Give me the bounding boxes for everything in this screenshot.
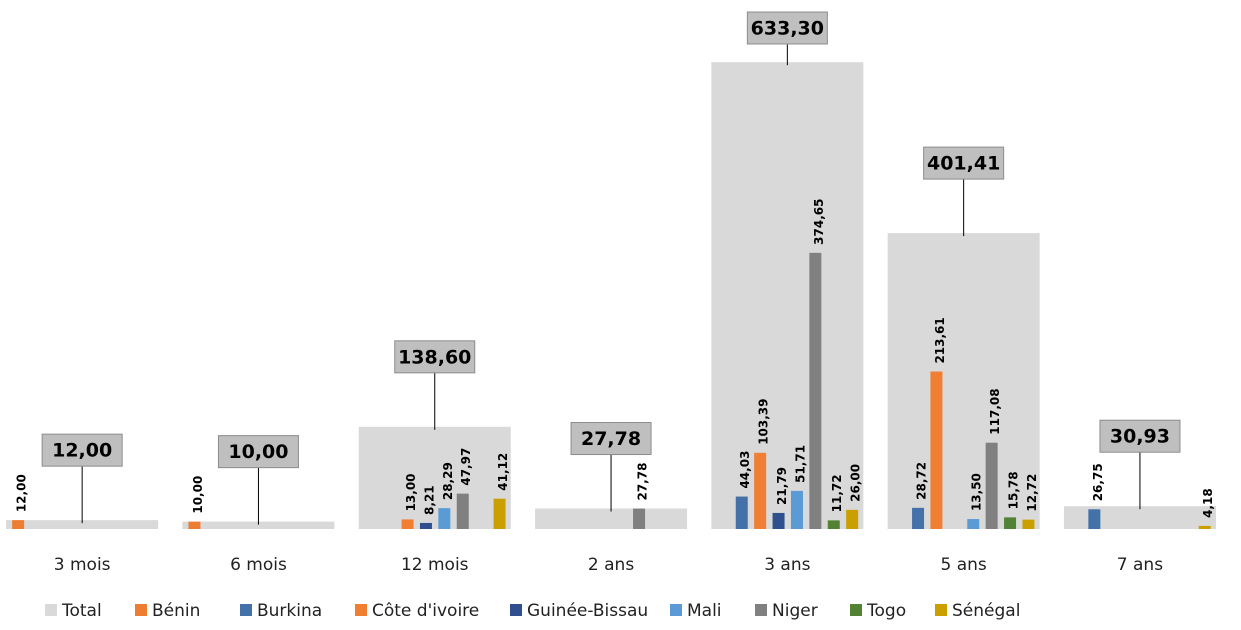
total-label-box: [1099, 419, 1181, 453]
x-tick-label: 2 ans: [588, 555, 634, 575]
value-label: 28,29: [441, 462, 455, 500]
value-label: 117,08: [988, 388, 1002, 434]
bar: [188, 521, 201, 529]
total-label-box: [923, 146, 1005, 180]
value-label: 28,72: [915, 462, 929, 500]
x-tick-label: 7 ans: [1117, 555, 1163, 575]
total-label: 633,30: [751, 18, 824, 40]
value-label: 12,00: [15, 474, 29, 512]
total-label-box: [217, 435, 299, 469]
total-label: 401,41: [927, 153, 1000, 175]
legend-label: Total: [61, 601, 102, 621]
value-label: 374,65: [812, 199, 826, 245]
value-label: 51,71: [793, 445, 807, 483]
legend-swatch: [755, 604, 767, 616]
total-bar: [182, 521, 335, 529]
value-label: 15,78: [1007, 471, 1021, 509]
bar: [456, 493, 469, 529]
value-label: 27,78: [636, 463, 650, 501]
bar: [985, 442, 998, 529]
legend-swatch: [850, 604, 862, 616]
legend-label: Bénin: [152, 601, 200, 621]
value-label: 8,21: [422, 485, 436, 515]
total-label: 10,00: [228, 441, 288, 463]
total-label: 12,00: [52, 440, 112, 462]
bar: [809, 252, 822, 530]
total-bar: [1063, 506, 1216, 529]
total-label: 30,93: [1110, 426, 1170, 448]
bar: [967, 519, 980, 529]
value-label: 13,50: [970, 473, 984, 511]
x-tick-label: 3 ans: [764, 555, 810, 575]
legend-swatch: [935, 604, 947, 616]
bar: [493, 498, 506, 529]
value-label: 26,75: [1091, 463, 1105, 501]
bar: [1022, 519, 1035, 529]
total-label: 138,60: [398, 346, 471, 368]
value-label: 26,00: [849, 464, 863, 502]
total-bar: [6, 520, 159, 529]
bar: [790, 490, 803, 529]
value-label: 10,00: [191, 476, 205, 514]
value-label: 11,72: [830, 474, 844, 512]
value-label: 41,12: [496, 453, 510, 491]
bar: [930, 371, 943, 529]
value-label: 103,39: [757, 398, 771, 444]
bar: [754, 452, 767, 529]
value-label: 4,18: [1201, 488, 1215, 518]
legend-label: Burkina: [257, 601, 322, 621]
x-tick-label: 5 ans: [941, 555, 987, 575]
total-bar: [711, 62, 864, 530]
legend-label: Sénégal: [952, 601, 1020, 621]
total-label-box: [570, 422, 652, 456]
bar: [1088, 509, 1101, 529]
value-label: 44,03: [738, 451, 752, 489]
bar: [772, 512, 785, 529]
value-label: 213,61: [933, 317, 947, 363]
bar: [401, 519, 414, 529]
value-label: 13,00: [404, 473, 418, 511]
total-label-box: [746, 11, 828, 45]
legend-swatch: [45, 604, 57, 616]
legend-swatch: [670, 604, 682, 616]
bar: [912, 507, 925, 529]
x-tick-label: 12 mois: [401, 555, 469, 575]
total-bar: [358, 426, 511, 529]
bar: [827, 520, 840, 529]
legend-label: Mali: [687, 601, 722, 621]
total-label: 27,78: [581, 428, 641, 450]
bar: [1198, 525, 1211, 529]
legend-swatch: [510, 604, 522, 616]
total-bar: [535, 508, 688, 529]
bar: [735, 496, 748, 529]
legend-swatch: [135, 604, 147, 616]
legend-swatch: [355, 604, 367, 616]
x-tick-label: 3 mois: [54, 555, 111, 575]
total-label-box: [394, 340, 476, 374]
legend-label: Niger: [772, 601, 818, 621]
bar: [846, 509, 859, 529]
value-label: 21,79: [775, 467, 789, 505]
value-label: 12,72: [1025, 474, 1039, 512]
total-bar: [887, 233, 1040, 529]
bar: [633, 508, 646, 529]
legend-label: Togo: [866, 601, 906, 621]
legend-label: Guinée-Bissau: [527, 601, 648, 621]
total-label-box: [41, 433, 123, 467]
bar: [419, 522, 432, 529]
legend-swatch: [240, 604, 252, 616]
value-label: 47,97: [459, 448, 473, 486]
bar: [1004, 517, 1017, 529]
bar: [12, 520, 25, 529]
legend-label: Côte d'ivoire: [372, 601, 479, 621]
bar: [438, 508, 451, 529]
x-tick-label: 6 mois: [230, 555, 287, 575]
